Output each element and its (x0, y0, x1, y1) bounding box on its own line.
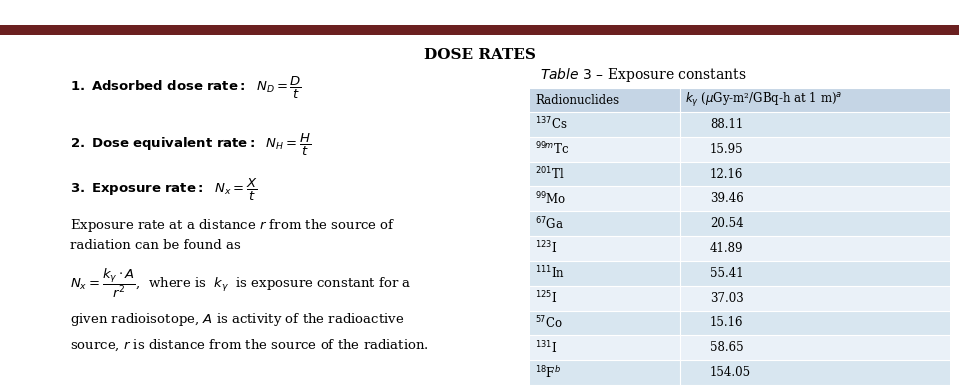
Text: $^{99m}$Tc: $^{99m}$Tc (535, 141, 569, 158)
Text: 39.46: 39.46 (710, 193, 744, 205)
Bar (530, 186, 950, 211)
Bar (0, 25, 959, 35)
Text: $^{201}$Tl: $^{201}$Tl (535, 166, 565, 182)
Bar (530, 88, 950, 112)
Text: $^{137}$Cs: $^{137}$Cs (535, 116, 568, 133)
Bar (530, 236, 950, 261)
Text: Radionuclides: Radionuclides (535, 93, 620, 107)
Text: 15.16: 15.16 (710, 317, 743, 329)
Text: $^{123}$I: $^{123}$I (535, 240, 557, 257)
Bar (530, 137, 950, 162)
Text: given radioisotope, $A$ is activity of the radioactive: given radioisotope, $A$ is activity of t… (70, 312, 405, 328)
Text: 154.05: 154.05 (710, 366, 751, 379)
Text: 58.65: 58.65 (710, 341, 743, 354)
Text: $^{57}$Co: $^{57}$Co (535, 315, 563, 331)
Text: $^{99}$Mo: $^{99}$Mo (535, 191, 567, 207)
Text: 41.89: 41.89 (710, 242, 743, 255)
Text: $\mathbf{3.\ Exposure\ rate:}$  $N_x = \dfrac{X}{t}$: $\mathbf{3.\ Exposure\ rate:}$ $N_x = \d… (70, 177, 257, 203)
Text: $\mathit{Table\ 3}$ – Exposure constants: $\mathit{Table\ 3}$ – Exposure constants (540, 66, 747, 84)
Text: $^{111}$In: $^{111}$In (535, 265, 565, 282)
Bar (530, 211, 950, 236)
Text: 15.95: 15.95 (710, 143, 743, 156)
Bar (530, 162, 950, 186)
Text: $^{18}$F$^{b}$: $^{18}$F$^{b}$ (535, 364, 561, 380)
Text: source, $r$ is distance from the source of the radiation.: source, $r$ is distance from the source … (70, 337, 429, 353)
Bar (530, 310, 950, 335)
Text: $^{125}$I: $^{125}$I (535, 290, 557, 307)
Bar (530, 261, 950, 286)
Text: radiation can be found as: radiation can be found as (70, 238, 241, 252)
Text: Exposure rate at a distance $r$ from the source of: Exposure rate at a distance $r$ from the… (70, 217, 395, 233)
Text: 88.11: 88.11 (710, 118, 743, 131)
Text: 37.03: 37.03 (710, 292, 744, 305)
Text: $^{67}$Ga: $^{67}$Ga (535, 216, 564, 232)
Text: 55.41: 55.41 (710, 267, 743, 280)
Text: $N_x = \dfrac{k_\gamma \cdot A}{r^2}$,  where is  $k_\gamma$  is exposure consta: $N_x = \dfrac{k_\gamma \cdot A}{r^2}$, w… (70, 266, 411, 300)
Text: 12.16: 12.16 (710, 168, 743, 180)
Text: $\mathbf{2.\ Dose\ equivalent\ rate:}$  $N_H = \dfrac{H}{t}$: $\mathbf{2.\ Dose\ equivalent\ rate:}$ $… (70, 132, 311, 158)
Text: DOSE RATES: DOSE RATES (424, 48, 536, 62)
Bar (530, 286, 950, 310)
Text: $^{131}$I: $^{131}$I (535, 340, 557, 356)
Bar (530, 112, 950, 137)
Text: 20.54: 20.54 (710, 217, 743, 230)
Bar (530, 335, 950, 360)
Bar (530, 360, 950, 385)
Text: $k_\gamma$ ($\mu$Gy-m²/GBq-h at 1 m)$^a$: $k_\gamma$ ($\mu$Gy-m²/GBq-h at 1 m)$^a$ (685, 91, 842, 109)
Text: $\mathbf{1.\ Adsorbed\ dose\ rate:}$  $N_D = \dfrac{D}{t}$: $\mathbf{1.\ Adsorbed\ dose\ rate:}$ $N_… (70, 75, 302, 101)
